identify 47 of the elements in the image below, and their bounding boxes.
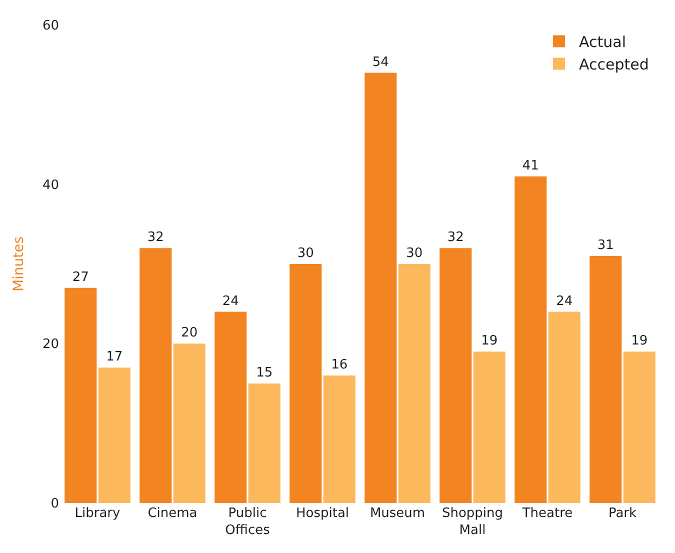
data-label: 54 [372, 54, 389, 70]
bar [323, 376, 356, 503]
x-tick-label: Shopping Mall [442, 506, 504, 538]
x-tick-label: Park [608, 506, 638, 521]
bar [173, 344, 206, 503]
y-tick-label: 0 [50, 496, 59, 512]
bar [590, 256, 622, 503]
x-tick-label: Museum [370, 506, 426, 521]
y-tick-label: 20 [42, 337, 59, 352]
x-tick-label: Theatre [521, 506, 573, 521]
data-label: 32 [447, 230, 464, 246]
bar [440, 248, 472, 503]
bar [214, 312, 247, 503]
bar [140, 248, 172, 503]
data-label: 31 [597, 238, 614, 254]
data-label: 30 [297, 246, 314, 261]
data-label: 16 [331, 358, 348, 373]
y-tick-label: 40 [42, 178, 59, 193]
x-tick-label: Hospital [296, 506, 350, 521]
data-label: 27 [72, 270, 89, 285]
legend-label: Actual [579, 33, 626, 52]
data-label: 17 [106, 350, 123, 365]
bar [514, 176, 547, 503]
data-label: 30 [406, 246, 423, 261]
bar [64, 288, 97, 503]
bar [398, 264, 430, 503]
data-label: 19 [481, 334, 498, 349]
data-label: 19 [631, 334, 648, 349]
bar [473, 352, 506, 503]
x-tick-label: Cinema [148, 506, 198, 521]
data-label: 32 [147, 230, 164, 246]
data-label: 24 [556, 294, 573, 309]
data-label: 15 [256, 366, 273, 380]
bar [98, 368, 130, 503]
data-label: 24 [222, 294, 239, 309]
legend-label: Accepted [579, 56, 649, 74]
data-label: 20 [181, 326, 198, 341]
bar [248, 384, 280, 503]
data-label: 41 [522, 158, 539, 174]
bar [364, 72, 397, 503]
bar [623, 352, 656, 503]
y-axis-title: Minutes [11, 236, 28, 292]
x-tick-label: Library [74, 506, 121, 521]
x-tick-label: Public Offices [225, 506, 270, 538]
bar [290, 264, 322, 503]
bar [548, 312, 580, 503]
y-tick-label: 60 [42, 18, 59, 34]
